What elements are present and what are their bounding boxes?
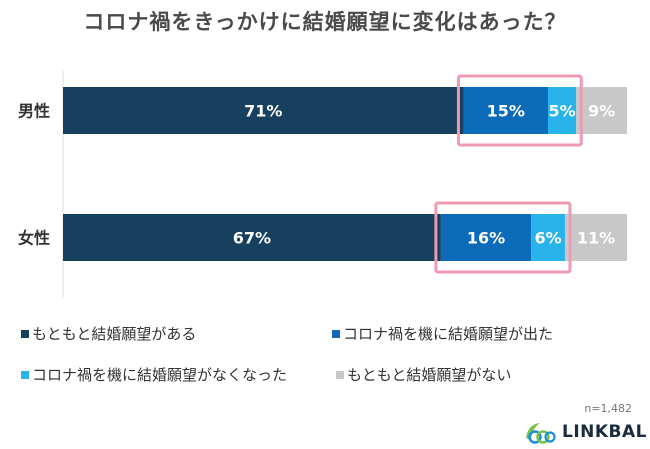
data-label-0-1: 15% xyxy=(487,102,525,121)
legend-item-2: コロナ禍を機に結婚願望がなくなった xyxy=(21,364,287,385)
legend-label-3: もともと結婚願望がない xyxy=(347,366,512,384)
bar-segment-1-2 xyxy=(531,214,565,261)
data-label-1-1: 16% xyxy=(467,229,505,248)
legend-item-0: もともと結婚願望がある xyxy=(21,323,196,344)
legend-item-1: コロナ禍を機に結婚願望が出た xyxy=(332,323,553,344)
legend-swatch-2 xyxy=(21,370,29,379)
legend-label-0: もともと結婚願望がある xyxy=(32,325,197,343)
plot-area: 男性 71% 15% 5% 9% 女性 67% 16% 6% 11% xyxy=(18,70,627,298)
data-label-1-0: 67% xyxy=(233,229,271,248)
bar-segment-0-0 xyxy=(63,87,464,134)
chart-title: コロナ禍をきっかけに結婚願望に変化はあった？ xyxy=(83,10,567,34)
bar-segment-0-1 xyxy=(463,87,549,134)
legend-swatch-0 xyxy=(21,329,29,338)
data-label-0-0: 71% xyxy=(244,102,282,121)
bar-segment-1-3 xyxy=(564,214,627,261)
bar-segment-1-1 xyxy=(440,214,532,261)
sample-size-note: n=1,482 xyxy=(584,402,632,415)
legend-swatch-1 xyxy=(332,329,340,338)
highlight-box-1 xyxy=(434,201,572,274)
data-label-1-3: 11% xyxy=(577,229,615,248)
legend-label-2: コロナ禍を機に結婚願望がなくなった xyxy=(32,366,288,384)
bar-segment-1-0 xyxy=(63,214,441,261)
legend-item-3: もともと結婚願望がない xyxy=(336,364,511,385)
legend-swatch-3 xyxy=(336,370,344,379)
data-label-0-2: 5% xyxy=(549,102,576,121)
bar-segment-0-3 xyxy=(576,87,627,134)
legend-label-1: コロナ禍を機に結婚願望が出た xyxy=(343,325,554,343)
logo: LINKBAL xyxy=(522,418,647,446)
logo-text: LINKBAL xyxy=(562,422,648,442)
bar-segment-0-2 xyxy=(548,87,577,134)
bars: 男性 71% 15% 5% 9% 女性 67% 16% 6% 11% xyxy=(18,74,627,274)
category-label-0: 男性 xyxy=(18,102,50,121)
highlight-box-0 xyxy=(456,74,583,147)
category-label-1: 女性 xyxy=(18,229,50,248)
linkbal-logo-icon xyxy=(526,423,556,444)
data-label-0-3: 9% xyxy=(588,102,615,121)
data-label-1-2: 6% xyxy=(534,229,561,248)
